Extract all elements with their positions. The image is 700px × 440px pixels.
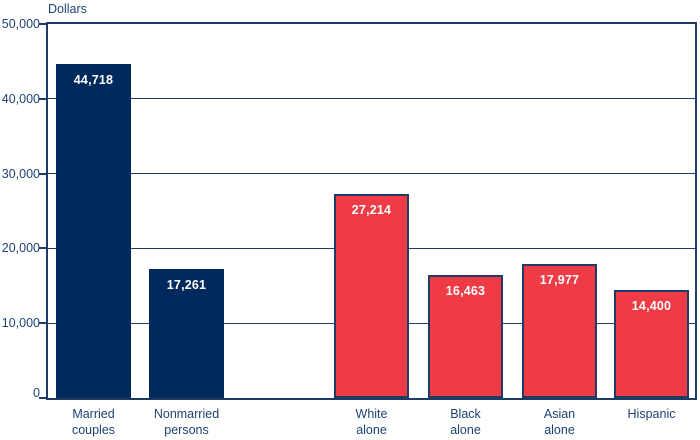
bar-married-couples: 44,718 (56, 63, 131, 398)
bar-value-label-married-couples: 44,718 (73, 72, 114, 87)
x-axis-label-white-alone: White alone (355, 407, 388, 438)
bar-value-label-black-alone: 16,463 (445, 283, 486, 298)
bar-value-label-white-alone: 27,214 (351, 203, 392, 218)
y-axis-unit-label: Dollars (48, 2, 87, 16)
bar-black-alone: 16,463 (428, 274, 503, 398)
y-tick-label-30000: 30,000 (1, 166, 40, 181)
bar-asian-alone: 17,977 (522, 263, 597, 398)
x-axis-label-hispanic: Hispanic (627, 407, 676, 421)
bar-white-alone: 27,214 (334, 194, 409, 398)
bar-value-label-asian-alone: 17,977 (539, 272, 580, 287)
y-tick-mark-10000 (39, 322, 46, 325)
y-tick-mark-0 (39, 397, 46, 399)
y-tick-mark-20000 (39, 247, 46, 250)
bar-hispanic: 14,400 (614, 290, 689, 398)
gridline-30000 (48, 173, 695, 175)
y-tick-mark-40000 (39, 97, 46, 100)
bar-value-label-nonmarried-persons: 17,261 (166, 277, 207, 292)
x-axis-label-nonmarried-persons: Nonmarried persons (153, 407, 220, 438)
y-tick-label-40000: 40,000 (1, 91, 40, 106)
x-axis-label-asian-alone: Asian alone (543, 407, 576, 438)
y-tick-label-20000: 20,000 (1, 241, 40, 256)
y-tick-label-10000: 10,000 (1, 316, 40, 331)
y-tick-mark-50000 (39, 23, 46, 25)
y-tick-label-0: 0 (33, 386, 40, 400)
bar-value-label-hispanic: 14,400 (631, 299, 672, 314)
y-tick-label-50000: 50,000 (1, 17, 40, 31)
y-tick-mark-30000 (39, 172, 46, 175)
x-axis-label-black-alone: Black alone (450, 407, 481, 438)
plot-area: 44,718 17,261 27,214 16,463 17,977 14,400 (46, 22, 697, 400)
x-axis-label-married-couples: Married couples (71, 407, 116, 438)
bar-nonmarried-persons: 17,261 (149, 268, 224, 398)
gridline-40000 (48, 98, 695, 100)
